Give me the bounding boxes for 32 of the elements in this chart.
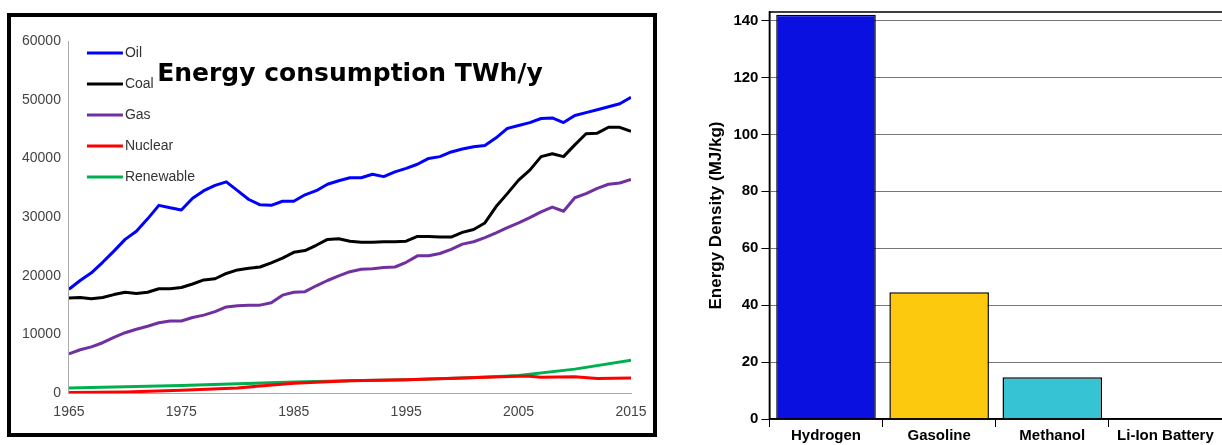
y-tick-label: 60	[741, 238, 759, 256]
legend-label: Renewable	[124, 167, 196, 184]
y-tick-label: 60000	[21, 31, 62, 48]
x-tick-label: Li-Ion Battery	[1117, 426, 1215, 444]
y-tick-label: 40000	[21, 149, 62, 166]
x-tick-label: 1975	[165, 403, 198, 420]
y-tick-label: 20	[741, 352, 759, 370]
y-tick-label: 10000	[21, 325, 62, 342]
text: Energy consumption TWh/y	[157, 57, 543, 87]
y-tick-label: 40	[741, 295, 759, 313]
x-tick-label: Hydrogen	[790, 426, 862, 444]
x-tick-label: 2015	[615, 403, 647, 420]
x-tick-label: Methanol	[1019, 426, 1086, 444]
y-tick-label: 0	[750, 409, 759, 427]
y-tick-label: 80	[741, 181, 759, 199]
y-axis-title: Energy Density (MJ/kg)	[705, 121, 725, 310]
y-tick-label: 100	[733, 124, 759, 142]
legend-label: Gas	[124, 105, 151, 122]
y-tick-label: 50000	[21, 90, 62, 107]
x-tick-label: Gasoline	[907, 426, 971, 444]
y-tick-label: 30000	[21, 207, 62, 224]
y-tick-label: 20000	[21, 266, 62, 283]
legend-label: Oil	[124, 43, 143, 60]
x-tick-label: 1995	[390, 403, 422, 420]
y-tick-label: 0	[53, 384, 62, 401]
y-tick-label: 140	[733, 10, 759, 28]
x-tick-label: 1965	[53, 403, 85, 420]
y-tick-label: 120	[733, 67, 759, 85]
x-tick-label: 2005	[503, 403, 535, 420]
legend-label: Nuclear	[124, 136, 174, 153]
legend-label: Coal	[124, 74, 154, 91]
x-tick-label: 1985	[278, 403, 310, 420]
